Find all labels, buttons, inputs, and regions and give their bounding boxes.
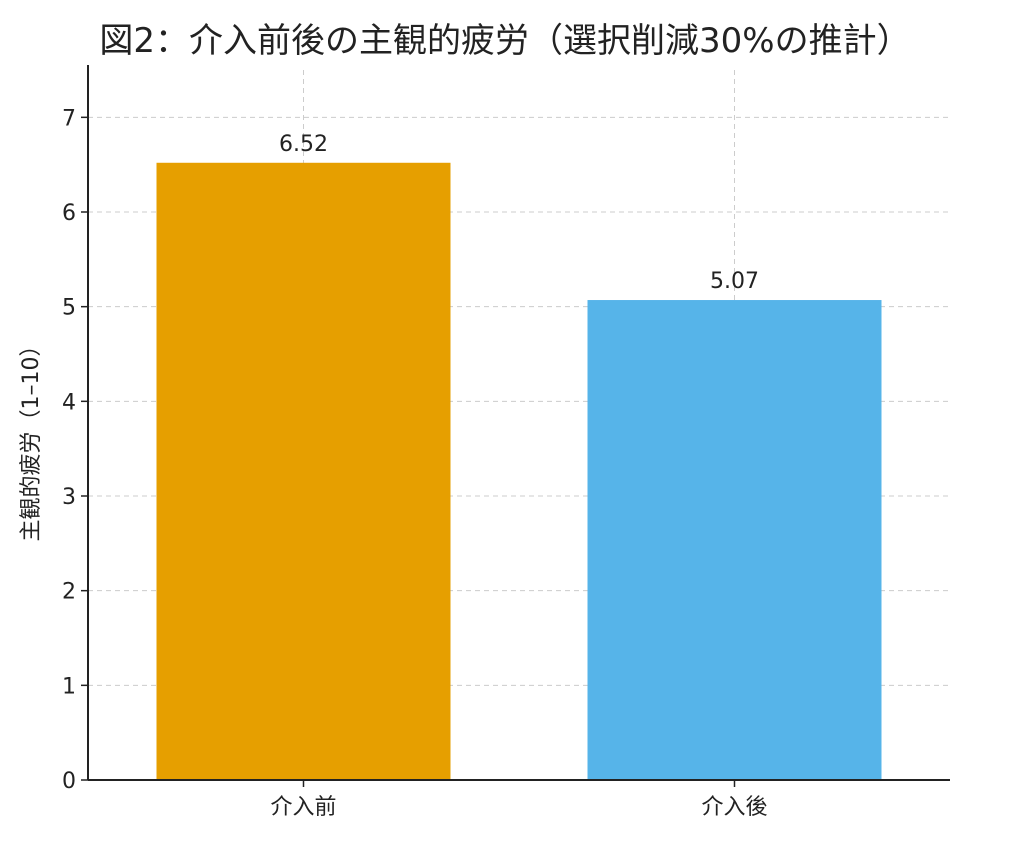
axes xyxy=(81,65,950,787)
chart-title: 図2：介入前後の主観的疲労（選択削減30%の推計） xyxy=(99,21,910,61)
y-tick-label: 4 xyxy=(62,390,76,415)
data-label: 6.52 xyxy=(279,132,328,157)
y-tick-label: 5 xyxy=(62,296,76,321)
x-tick-label: 介入前 xyxy=(270,795,336,820)
y-tick-label: 7 xyxy=(62,106,76,131)
y-tick-label: 6 xyxy=(62,201,76,226)
y-tick-label: 3 xyxy=(62,485,76,510)
bar xyxy=(156,162,451,781)
data-label: 5.07 xyxy=(710,269,759,294)
bars xyxy=(156,162,882,781)
y-tick-label: 2 xyxy=(62,580,76,605)
y-tick-label: 0 xyxy=(62,769,76,794)
y-axis-label: 主観的疲労（1–10） xyxy=(19,335,44,542)
x-tick-label: 介入後 xyxy=(701,795,767,820)
y-tick-label: 1 xyxy=(62,674,76,699)
bar xyxy=(587,300,882,780)
tick-labels: 0 1 2 3 4 5 6 7 6.52 介入前 5.07 介入後 xyxy=(62,106,768,820)
